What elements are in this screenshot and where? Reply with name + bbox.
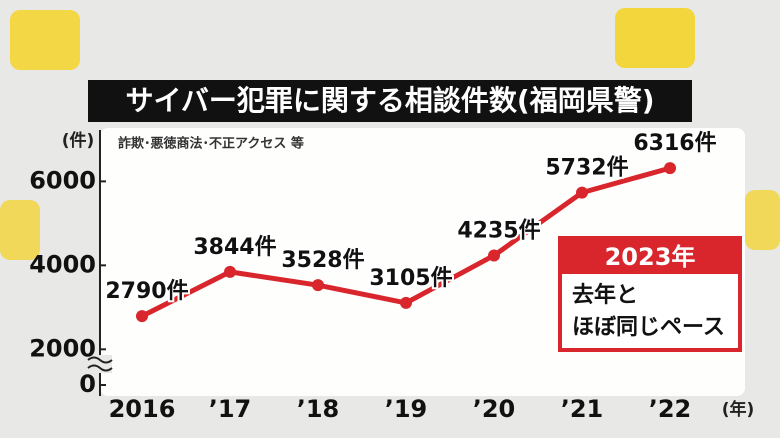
title-banner bbox=[88, 80, 692, 122]
decoration bbox=[615, 8, 695, 68]
decoration bbox=[745, 190, 780, 250]
y-tick-label: 6000 bbox=[29, 166, 96, 194]
x-axis-label: (年) bbox=[722, 399, 755, 420]
data-point bbox=[664, 162, 676, 175]
data-label: 6316件 bbox=[633, 131, 716, 156]
x-tick-label: ’19 bbox=[385, 395, 428, 423]
callout-header bbox=[562, 240, 738, 274]
data-point bbox=[224, 265, 236, 278]
data-point bbox=[488, 249, 500, 262]
data-label: 3105件 bbox=[369, 266, 452, 291]
subtitle: 詐欺･悪徳商法･不正アクセス 等 bbox=[118, 136, 304, 152]
y-axis-label: (件) bbox=[62, 130, 95, 151]
y-tick-label: 0 bbox=[79, 370, 96, 398]
data-label: 3844件 bbox=[193, 235, 276, 260]
x-tick-label: ’20 bbox=[473, 395, 516, 423]
data-point bbox=[312, 279, 324, 292]
callout-title: 2023年 bbox=[605, 243, 696, 271]
y-tick-label: 4000 bbox=[29, 250, 96, 278]
data-label: 5732件 bbox=[545, 156, 628, 181]
x-tick-label: ’18 bbox=[297, 395, 340, 423]
data-label: 4235件 bbox=[457, 218, 540, 243]
x-tick-label: ’17 bbox=[209, 395, 252, 423]
x-tick-label: 2016 bbox=[109, 395, 176, 423]
data-point bbox=[576, 186, 588, 199]
data-point bbox=[400, 296, 412, 309]
data-label: 3528件 bbox=[281, 248, 364, 273]
y-tick-label: 2000 bbox=[29, 334, 96, 362]
callout: 2023年 去年と ほぼ同じペース bbox=[558, 236, 742, 352]
axis-break-gap bbox=[88, 355, 112, 373]
chart-title: サイバー犯罪に関する相談件数(福岡県警) bbox=[125, 84, 654, 117]
axis-break bbox=[87, 356, 113, 372]
callout-text: ほぼ同じペース bbox=[572, 315, 725, 340]
data-label: 2790件 bbox=[105, 279, 188, 304]
data-point bbox=[136, 310, 148, 323]
callout-text: 去年と bbox=[572, 282, 638, 308]
decoration bbox=[10, 10, 80, 70]
x-tick-label: ’21 bbox=[561, 395, 604, 423]
decoration bbox=[0, 200, 40, 260]
x-tick-label: ’22 bbox=[649, 395, 692, 423]
